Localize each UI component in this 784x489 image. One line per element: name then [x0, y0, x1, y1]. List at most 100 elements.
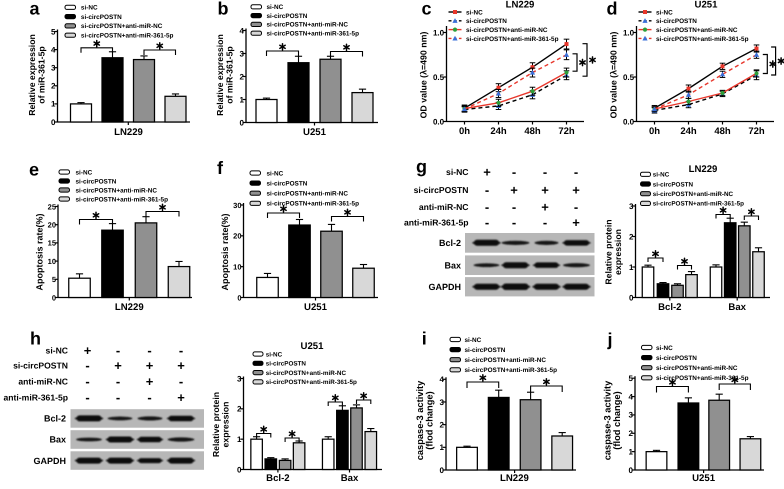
svg-text:10: 10 [48, 257, 56, 266]
svg-text:3: 3 [440, 398, 445, 407]
svg-text:Relative protein: Relative protein [211, 392, 221, 457]
svg-text:d: d [607, 0, 618, 19]
svg-text:si-circPOSTN+anti-miR-NC: si-circPOSTN+anti-miR-NC [656, 365, 738, 372]
svg-text:-: - [543, 215, 547, 230]
svg-text:anti-miR-361-5p: anti-miR-361-5p [404, 217, 468, 227]
svg-text:-: - [85, 374, 89, 389]
svg-text:si-circPOSTN+anti-miR-NC: si-circPOSTN+anti-miR-NC [465, 357, 547, 364]
svg-text:si-NC: si-NC [46, 345, 68, 355]
svg-text:1.0: 1.0 [623, 28, 635, 37]
svg-text:-: - [116, 374, 120, 389]
svg-text:2: 2 [629, 232, 634, 241]
svg-text:caspase-3 activity: caspase-3 activity [603, 380, 613, 460]
svg-text:si-circPOSTN: si-circPOSTN [13, 360, 68, 370]
svg-text:OD value (λ=490 nm): OD value (λ=490 nm) [609, 32, 619, 119]
svg-text:0: 0 [629, 466, 634, 475]
svg-text:si-circPOSTN: si-circPOSTN [653, 181, 694, 188]
svg-text:si-circPOSTN+anti-miR-361-5p: si-circPOSTN+anti-miR-361-5p [81, 33, 174, 40]
svg-text:si-NC: si-NC [266, 351, 283, 358]
svg-text:2: 2 [240, 72, 245, 81]
svg-text:si-circPOSTN: si-circPOSTN [656, 18, 697, 25]
svg-text:+: + [146, 358, 154, 373]
svg-text:si-circPOSTN+anti-miR-361-5p: si-circPOSTN+anti-miR-361-5p [653, 201, 744, 208]
svg-text:-: - [543, 164, 547, 179]
svg-text:20: 20 [233, 232, 241, 241]
svg-text:Bax: Bax [341, 473, 359, 484]
svg-text:1: 1 [629, 263, 634, 272]
svg-text:4: 4 [240, 26, 245, 35]
svg-text:+: + [114, 358, 122, 373]
svg-text:-: - [574, 164, 578, 179]
svg-text:si-circPOSTN+anti-miR-361-5p: si-circPOSTN+anti-miR-361-5p [656, 375, 749, 382]
svg-text:GAPDH: GAPDH [33, 456, 66, 466]
svg-text:f: f [217, 158, 224, 178]
svg-text:si-circPOSTN: si-circPOSTN [76, 178, 117, 185]
svg-text:3: 3 [240, 49, 245, 58]
svg-text:+: + [177, 390, 185, 405]
svg-text:b: b [218, 0, 229, 19]
svg-text:U251: U251 [695, 0, 719, 10]
svg-text:si-circPOSTN+anti-miR-NC: si-circPOSTN+anti-miR-NC [76, 187, 158, 194]
svg-text:si-circPOSTN+anti-miR-361-5p: si-circPOSTN+anti-miR-361-5p [267, 31, 360, 38]
svg-text:-: - [179, 343, 183, 358]
svg-text:of miR-361-5p: of miR-361-5p [36, 46, 46, 103]
svg-text:Bax: Bax [49, 435, 66, 445]
svg-text:0h: 0h [649, 126, 660, 137]
svg-text:(flod change): (flod change) [424, 391, 434, 449]
svg-text:0.0: 0.0 [433, 117, 445, 126]
svg-text:72h: 72h [748, 126, 765, 137]
svg-text:-: - [485, 199, 489, 214]
svg-text:LN229: LN229 [500, 473, 529, 484]
svg-text:g: g [416, 157, 427, 177]
svg-text:-: - [147, 390, 151, 405]
svg-text:anti-miR-NC: anti-miR-NC [18, 376, 68, 386]
svg-text:2: 2 [51, 82, 56, 91]
svg-text:10: 10 [233, 262, 241, 271]
svg-text:U251: U251 [303, 127, 327, 138]
svg-text:si-NC: si-NC [267, 170, 284, 177]
svg-text:si-circPOSTN: si-circPOSTN [267, 13, 308, 20]
svg-text:2: 2 [629, 429, 634, 438]
svg-text:Bcl-2: Bcl-2 [266, 473, 289, 484]
svg-text:si-NC: si-NC [656, 345, 673, 352]
svg-text:0.0: 0.0 [623, 117, 635, 126]
svg-text:si-circPOSTN+anti-miR-361-5p: si-circPOSTN+anti-miR-361-5p [465, 367, 558, 374]
svg-text:si-circPOSTN+anti-miR-361-5p: si-circPOSTN+anti-miR-361-5p [76, 196, 169, 203]
svg-text:si-circPOSTN+anti-miR-NC: si-circPOSTN+anti-miR-NC [266, 370, 347, 377]
svg-text:si-NC: si-NC [653, 172, 670, 179]
svg-text:3: 3 [629, 202, 634, 211]
svg-text:+: + [541, 199, 549, 214]
svg-text:0.5: 0.5 [623, 73, 635, 82]
svg-text:si-NC: si-NC [465, 337, 482, 344]
svg-text:-: - [512, 199, 516, 214]
svg-text:0: 0 [629, 293, 634, 302]
svg-text:3: 3 [629, 411, 634, 420]
svg-text:(flod change): (flod change) [612, 391, 622, 449]
svg-text:si-circPOSTN+anti-miR-361-5p: si-circPOSTN+anti-miR-361-5p [266, 379, 357, 386]
svg-text:c: c [422, 0, 432, 18]
svg-text:0: 0 [51, 118, 56, 127]
svg-text:5: 5 [629, 374, 634, 383]
svg-text:+: + [572, 182, 580, 197]
svg-text:Bax: Bax [444, 260, 461, 270]
svg-text:si-circPOSTN: si-circPOSTN [414, 185, 469, 195]
svg-text:si-circPOSTN: si-circPOSTN [466, 18, 507, 25]
svg-text:4: 4 [51, 45, 56, 54]
svg-text:-: - [512, 215, 516, 230]
svg-text:-: - [147, 343, 151, 358]
svg-text:24h: 24h [490, 126, 507, 137]
svg-text:si-circPOSTN+anti-miR-NC: si-circPOSTN+anti-miR-NC [81, 23, 163, 30]
svg-text:-: - [512, 164, 516, 179]
svg-text:5: 5 [51, 27, 56, 36]
svg-text:expression: expression [221, 402, 231, 448]
svg-text:si-circPOSTN+anti-miR-NC: si-circPOSTN+anti-miR-NC [656, 27, 738, 34]
svg-text:-: - [116, 343, 120, 358]
svg-text:Relative expression: Relative expression [27, 34, 37, 116]
svg-text:i: i [422, 328, 427, 348]
svg-text:+: + [483, 164, 491, 179]
svg-text:0.5: 0.5 [433, 73, 445, 82]
svg-text:1: 1 [629, 447, 634, 456]
svg-text:+: + [177, 358, 185, 373]
svg-text:+: + [541, 182, 549, 197]
svg-text:1: 1 [440, 443, 445, 452]
